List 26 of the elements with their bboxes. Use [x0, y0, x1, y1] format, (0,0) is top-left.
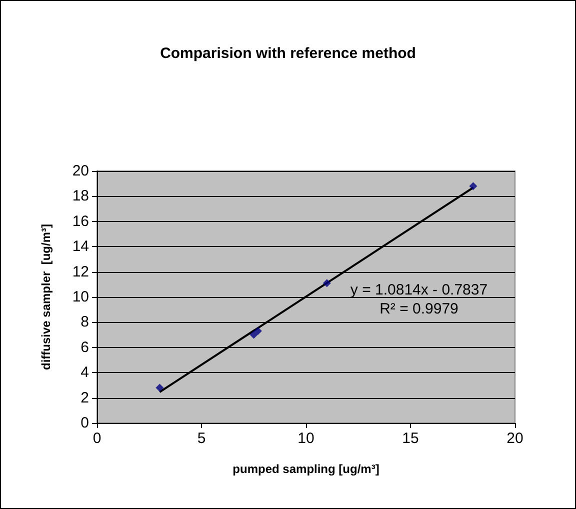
y-tick-label: 18	[72, 188, 89, 205]
point	[469, 182, 478, 190]
point	[254, 327, 262, 336]
x-tick-label: 10	[298, 430, 314, 447]
y-tick-label: 10	[72, 288, 89, 306]
annotation: y = 1.0814x - 0.7837	[350, 282, 488, 298]
chart-title: Comparision with reference method	[160, 45, 416, 62]
y-tick-label: 12	[72, 263, 89, 280]
y-tick-label: 0	[80, 414, 89, 432]
point	[156, 384, 164, 392]
x-tick-label: 20	[506, 430, 524, 447]
y-tick-label: 16	[72, 212, 89, 230]
x-tick-label: 15	[402, 430, 419, 447]
x-tick-label: 0	[92, 430, 102, 447]
y-tick-label: 20	[72, 162, 89, 180]
y-tick-label: 4	[80, 364, 89, 382]
x-axis-title: pumped sampling [ug/m³]	[232, 462, 380, 476]
y-tick-label: 6	[80, 338, 89, 356]
y-tick-label: 8	[80, 314, 89, 331]
x-tick-label: 5	[197, 430, 206, 447]
y-tick-label: 14	[72, 238, 89, 256]
point	[250, 330, 258, 339]
annotation: R² = 0.9979	[380, 300, 458, 318]
y-tick-label: 2	[80, 389, 89, 406]
point	[322, 279, 331, 288]
y-axis-title: diffusive sampler [ug/m³]	[39, 224, 53, 370]
